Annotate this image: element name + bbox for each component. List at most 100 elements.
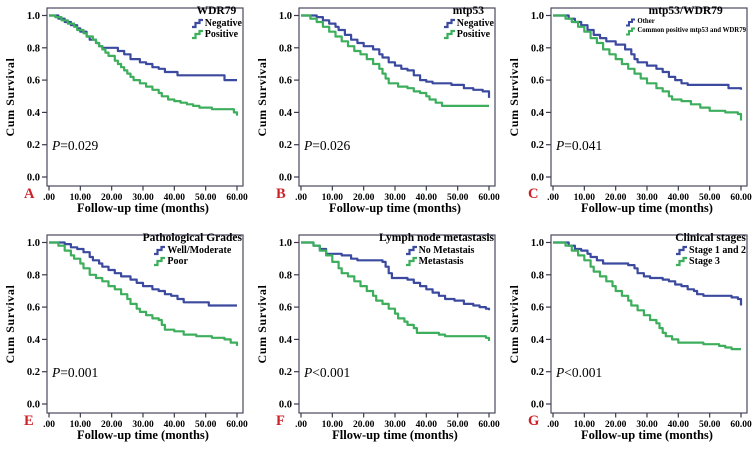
panel-letter: B: [276, 186, 286, 202]
legend-title: Lymph node metastasis: [378, 232, 494, 244]
legend-label: Stage 3: [689, 256, 720, 267]
svg-text:0.8: 0.8: [27, 270, 40, 281]
svg-text:1.0: 1.0: [279, 238, 292, 249]
x-axis-label: Follow-up time (months): [329, 201, 461, 215]
legend-label: Stage 1 and 2: [689, 245, 746, 256]
step-line-glyph: [443, 18, 455, 29]
legend-item: Other: [625, 18, 655, 27]
svg-text:40.00: 40.00: [668, 193, 690, 203]
svg-text:0.8: 0.8: [27, 43, 40, 54]
y-axis-label: Cum Survival: [255, 284, 269, 364]
svg-text:0.8: 0.8: [531, 270, 544, 281]
svg-text:0.4: 0.4: [531, 335, 545, 346]
svg-text:0.8: 0.8: [279, 270, 292, 281]
svg-text:60.00: 60.00: [226, 193, 248, 203]
step-line-glyph: [676, 245, 688, 256]
svg-text:0.6: 0.6: [531, 303, 544, 314]
km-chart-f: 0.0 0.2 0.4 0.6 0.8 1.0 .00 10.00 20.00 30.00 40.0…: [279, 234, 500, 430]
legend-items: Negative Positive: [443, 18, 494, 40]
p-value-text: =0.041: [564, 138, 603, 153]
legend-item: Stage 3: [675, 256, 720, 267]
p-symbol: P: [304, 365, 313, 380]
legend-item: Positive: [443, 29, 490, 40]
svg-text:50.00: 50.00: [195, 193, 217, 203]
svg-text:0.2: 0.2: [279, 140, 292, 151]
x-axis-label: Follow-up time (months): [77, 201, 209, 215]
svg-text:40.00: 40.00: [416, 193, 438, 203]
y-axis-label: Cum Survival: [3, 57, 17, 137]
svg-text:10.00: 10.00: [574, 420, 596, 430]
p-symbol: P: [52, 138, 61, 153]
legend: mtp53 Negative Positive: [443, 5, 494, 40]
svg-text:0.4: 0.4: [531, 108, 545, 119]
svg-text:.00: .00: [547, 193, 559, 203]
step-line-glyph: [676, 256, 688, 267]
legend: mtp53/WDR79 Other Common positive mtp53 …: [625, 5, 746, 36]
svg-text:50.00: 50.00: [447, 193, 469, 203]
km-panel-a: 0.0 0.2 0.4 0.6 0.8 1.0 .00 10.00 20.00 30.00 40.0…: [0, 0, 252, 227]
svg-text:20.00: 20.00: [353, 193, 375, 203]
panel-letter: E: [24, 413, 34, 429]
km-panel-g: 0.0 0.2 0.4 0.6 0.8 1.0 .00 10.00 20.00 30.00 40.0…: [504, 227, 756, 454]
svg-text:10.00: 10.00: [322, 193, 344, 203]
legend-items: Negative Positive: [191, 18, 242, 40]
svg-text:0.6: 0.6: [279, 76, 292, 87]
svg-text:0.6: 0.6: [27, 76, 40, 87]
x-axis-label: Fllow-up time (months): [332, 428, 458, 442]
svg-text:0.0: 0.0: [279, 400, 292, 411]
km-chart-c: 0.0 0.2 0.4 0.6 0.8 1.0 .00 10.00 20.00 30.00 40.0…: [531, 7, 752, 203]
p-value-text: =0.029: [60, 138, 99, 153]
step-line-glyph: [405, 256, 417, 267]
svg-text:50.00: 50.00: [699, 420, 721, 430]
step-line-glyph: [626, 18, 636, 27]
y-axis-label: Cum Survival: [507, 57, 521, 137]
y-axis-label: Cum Survival: [3, 284, 17, 364]
svg-text:10.00: 10.00: [70, 193, 92, 203]
legend-items: Other Common positive mtp53 and WDR79: [625, 18, 746, 36]
svg-text:.00: .00: [43, 420, 55, 430]
legend-items: No Metastais Metastasis: [405, 245, 475, 267]
p-value-text: =0.026: [312, 138, 351, 153]
legend: Pathological Grades Well/Moderate Poor: [143, 232, 242, 267]
legend-label: Positive: [456, 29, 491, 40]
svg-text:0.4: 0.4: [27, 108, 41, 119]
legend-items: Stage 1 and 2 Stage 3: [675, 245, 746, 267]
legend-item: Well/Moderate: [153, 245, 231, 256]
y-axis-label: Cum Survival: [255, 57, 269, 137]
legend: Clinical stages Stage 1 and 2 Stage 3: [675, 232, 746, 267]
svg-text:0.0: 0.0: [27, 400, 40, 411]
legend-item: No Metastais: [405, 245, 475, 256]
legend-label: No Metastais: [418, 245, 475, 256]
svg-text:30.00: 30.00: [132, 420, 154, 430]
svg-text:10.00: 10.00: [322, 420, 344, 430]
svg-text:.00: .00: [295, 420, 307, 430]
step-line-glyph: [154, 256, 166, 267]
legend-item: Negative: [443, 18, 494, 29]
panel-letter: A: [24, 186, 35, 202]
svg-text:0.8: 0.8: [279, 43, 292, 54]
step-line-glyph: [191, 18, 203, 29]
svg-text:0.4: 0.4: [279, 108, 293, 119]
legend-label: Metastasis: [418, 256, 464, 267]
svg-text:30.00: 30.00: [636, 420, 658, 430]
legend: Lymph node metastasis No Metastais Metas…: [379, 232, 494, 267]
p-value-text: <0.001: [564, 365, 603, 380]
legend-item: Negative: [191, 18, 242, 29]
legend-item: Poor: [153, 256, 188, 267]
svg-text:30.00: 30.00: [384, 193, 406, 203]
svg-text:40.00: 40.00: [668, 420, 690, 430]
legend-label: Negative: [456, 18, 494, 29]
p-symbol: P: [52, 365, 61, 380]
panel-letter: C: [528, 186, 539, 202]
legend-item: Stage 1 and 2: [675, 245, 746, 256]
svg-text:0.0: 0.0: [27, 173, 40, 184]
p-value: P=0.029: [52, 138, 98, 154]
legend-title: WDR79: [196, 5, 237, 17]
legend-title: Pathological Grades: [142, 232, 242, 244]
legend-label: Other: [637, 18, 655, 26]
p-value-text: =0.001: [60, 365, 99, 380]
svg-text:1.0: 1.0: [531, 11, 544, 22]
p-value-text: <0.001: [312, 365, 351, 380]
svg-text:60.00: 60.00: [730, 420, 752, 430]
